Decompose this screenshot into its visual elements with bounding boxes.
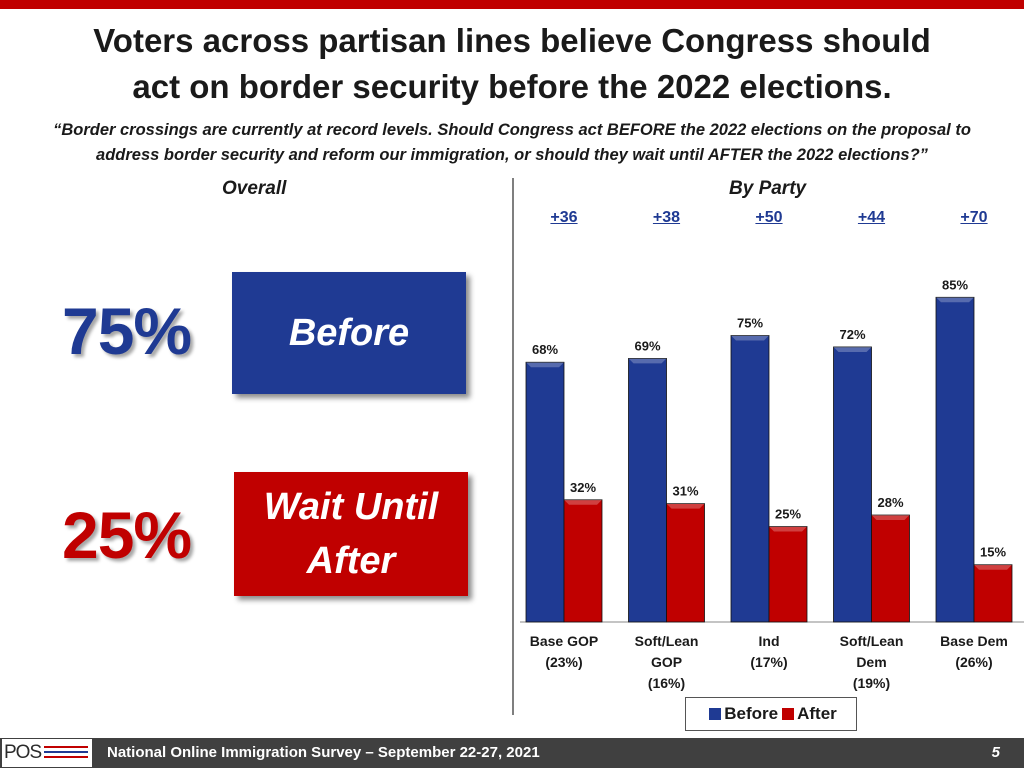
bar-bevel-before-1 bbox=[526, 362, 564, 368]
category-label-5-line-1: Base Dem bbox=[940, 633, 1008, 649]
bar-bevel-after-1 bbox=[564, 499, 602, 505]
data-label-before-3: 75% bbox=[737, 316, 763, 331]
section-divider bbox=[512, 178, 514, 715]
bar-before-5 bbox=[935, 296, 975, 623]
survey-question: “Border crossings are currently at recor… bbox=[0, 118, 1024, 168]
by-party-header: By Party bbox=[729, 178, 807, 199]
bar-before-3 bbox=[730, 335, 770, 623]
category-label-4-line-2: Dem bbox=[856, 654, 886, 670]
before-label: Before bbox=[288, 311, 410, 354]
margin-label-5: +70 bbox=[960, 209, 988, 226]
footer-bar: POS National Online Immigration Survey –… bbox=[0, 738, 1024, 768]
bar-bevel-after-3 bbox=[769, 526, 807, 532]
question-line-2: address border security and reform our i… bbox=[96, 146, 928, 164]
bar-after-4 bbox=[871, 514, 910, 623]
bar-after-2 bbox=[666, 503, 705, 623]
logo-text: POS bbox=[4, 742, 42, 763]
bar-after-1 bbox=[563, 499, 603, 623]
question-line-1: “Border crossings are currently at recor… bbox=[53, 121, 971, 139]
data-label-before-5: 85% bbox=[942, 277, 968, 292]
category-label-2-line-3: (16%) bbox=[648, 675, 685, 691]
bar-bevel-after-2 bbox=[666, 503, 705, 509]
overall-after-percent: 25% bbox=[62, 498, 192, 572]
category-label-1-line-2: (23%) bbox=[545, 654, 582, 670]
bar-after-3 bbox=[768, 526, 808, 623]
page-number: 5 bbox=[991, 744, 1000, 761]
bar-after-5 bbox=[973, 564, 1013, 623]
margin-label-3: +50 bbox=[755, 209, 783, 226]
bar-bevel-before-4 bbox=[833, 346, 872, 352]
category-label-5-line-2: (26%) bbox=[955, 654, 992, 670]
legend-swatch-before bbox=[709, 708, 722, 720]
category-label-2-line-1: Soft/Lean bbox=[635, 633, 699, 649]
data-label-after-4: 28% bbox=[877, 495, 903, 510]
bar-before-4 bbox=[833, 346, 872, 623]
legend-label-before: Before bbox=[724, 704, 779, 723]
chart-legend: Before After bbox=[685, 697, 857, 731]
margin-label-1: +36 bbox=[550, 209, 578, 226]
after-label-line-2: After bbox=[306, 540, 396, 582]
overall-header: Overall bbox=[222, 178, 287, 199]
data-label-before-4: 72% bbox=[839, 327, 865, 342]
data-label-before-1: 68% bbox=[532, 342, 558, 357]
margin-label-4: +44 bbox=[857, 209, 886, 226]
bar-before-1 bbox=[525, 361, 565, 623]
title-line-2: act on border security before the 2022 e… bbox=[132, 68, 892, 105]
bar-bevel-after-5 bbox=[974, 564, 1012, 570]
top-accent-bar bbox=[0, 0, 1024, 9]
bar-before-2 bbox=[628, 358, 667, 623]
after-label-line-1: Wait Until bbox=[263, 486, 439, 528]
category-label-2-line-2: GOP bbox=[651, 654, 682, 670]
wait-until-after-box: Wait Until After bbox=[234, 472, 468, 596]
category-label-3-line-2: (17%) bbox=[750, 654, 787, 670]
pos-logo: POS bbox=[2, 739, 92, 767]
category-label-4-line-1: Soft/Lean bbox=[840, 633, 904, 649]
title-line-1: Voters across partisan lines believe Con… bbox=[93, 22, 931, 59]
legend-swatch-after bbox=[782, 708, 795, 720]
page-title: Voters across partisan lines believe Con… bbox=[0, 18, 1024, 110]
overall-before-percent: 75% bbox=[62, 294, 192, 368]
margin-label-2: +38 bbox=[652, 209, 681, 226]
footer-survey-title: National Online Immigration Survey – Sep… bbox=[107, 744, 540, 761]
bar-bevel-before-3 bbox=[731, 335, 769, 341]
category-label-4-line-3: (19%) bbox=[853, 675, 890, 691]
bar-bevel-after-4 bbox=[871, 515, 910, 521]
data-label-after-3: 25% bbox=[775, 507, 801, 522]
data-label-after-2: 31% bbox=[672, 484, 698, 499]
legend-label-after: After bbox=[797, 704, 837, 723]
bar-bevel-before-5 bbox=[936, 297, 974, 303]
before-box: Before bbox=[232, 272, 466, 394]
data-label-before-2: 69% bbox=[634, 338, 660, 353]
by-party-bar-chart: 68% 32% Base GOP (23%) 69% 31% Soft/Lean GOP (16… bbox=[520, 277, 1024, 691]
data-label-after-1: 32% bbox=[570, 480, 596, 495]
bar-bevel-before-2 bbox=[628, 358, 667, 364]
data-label-after-5: 15% bbox=[980, 545, 1006, 560]
category-label-1-line-1: Base GOP bbox=[530, 633, 598, 649]
category-label-3-line-1: Ind bbox=[759, 633, 780, 649]
